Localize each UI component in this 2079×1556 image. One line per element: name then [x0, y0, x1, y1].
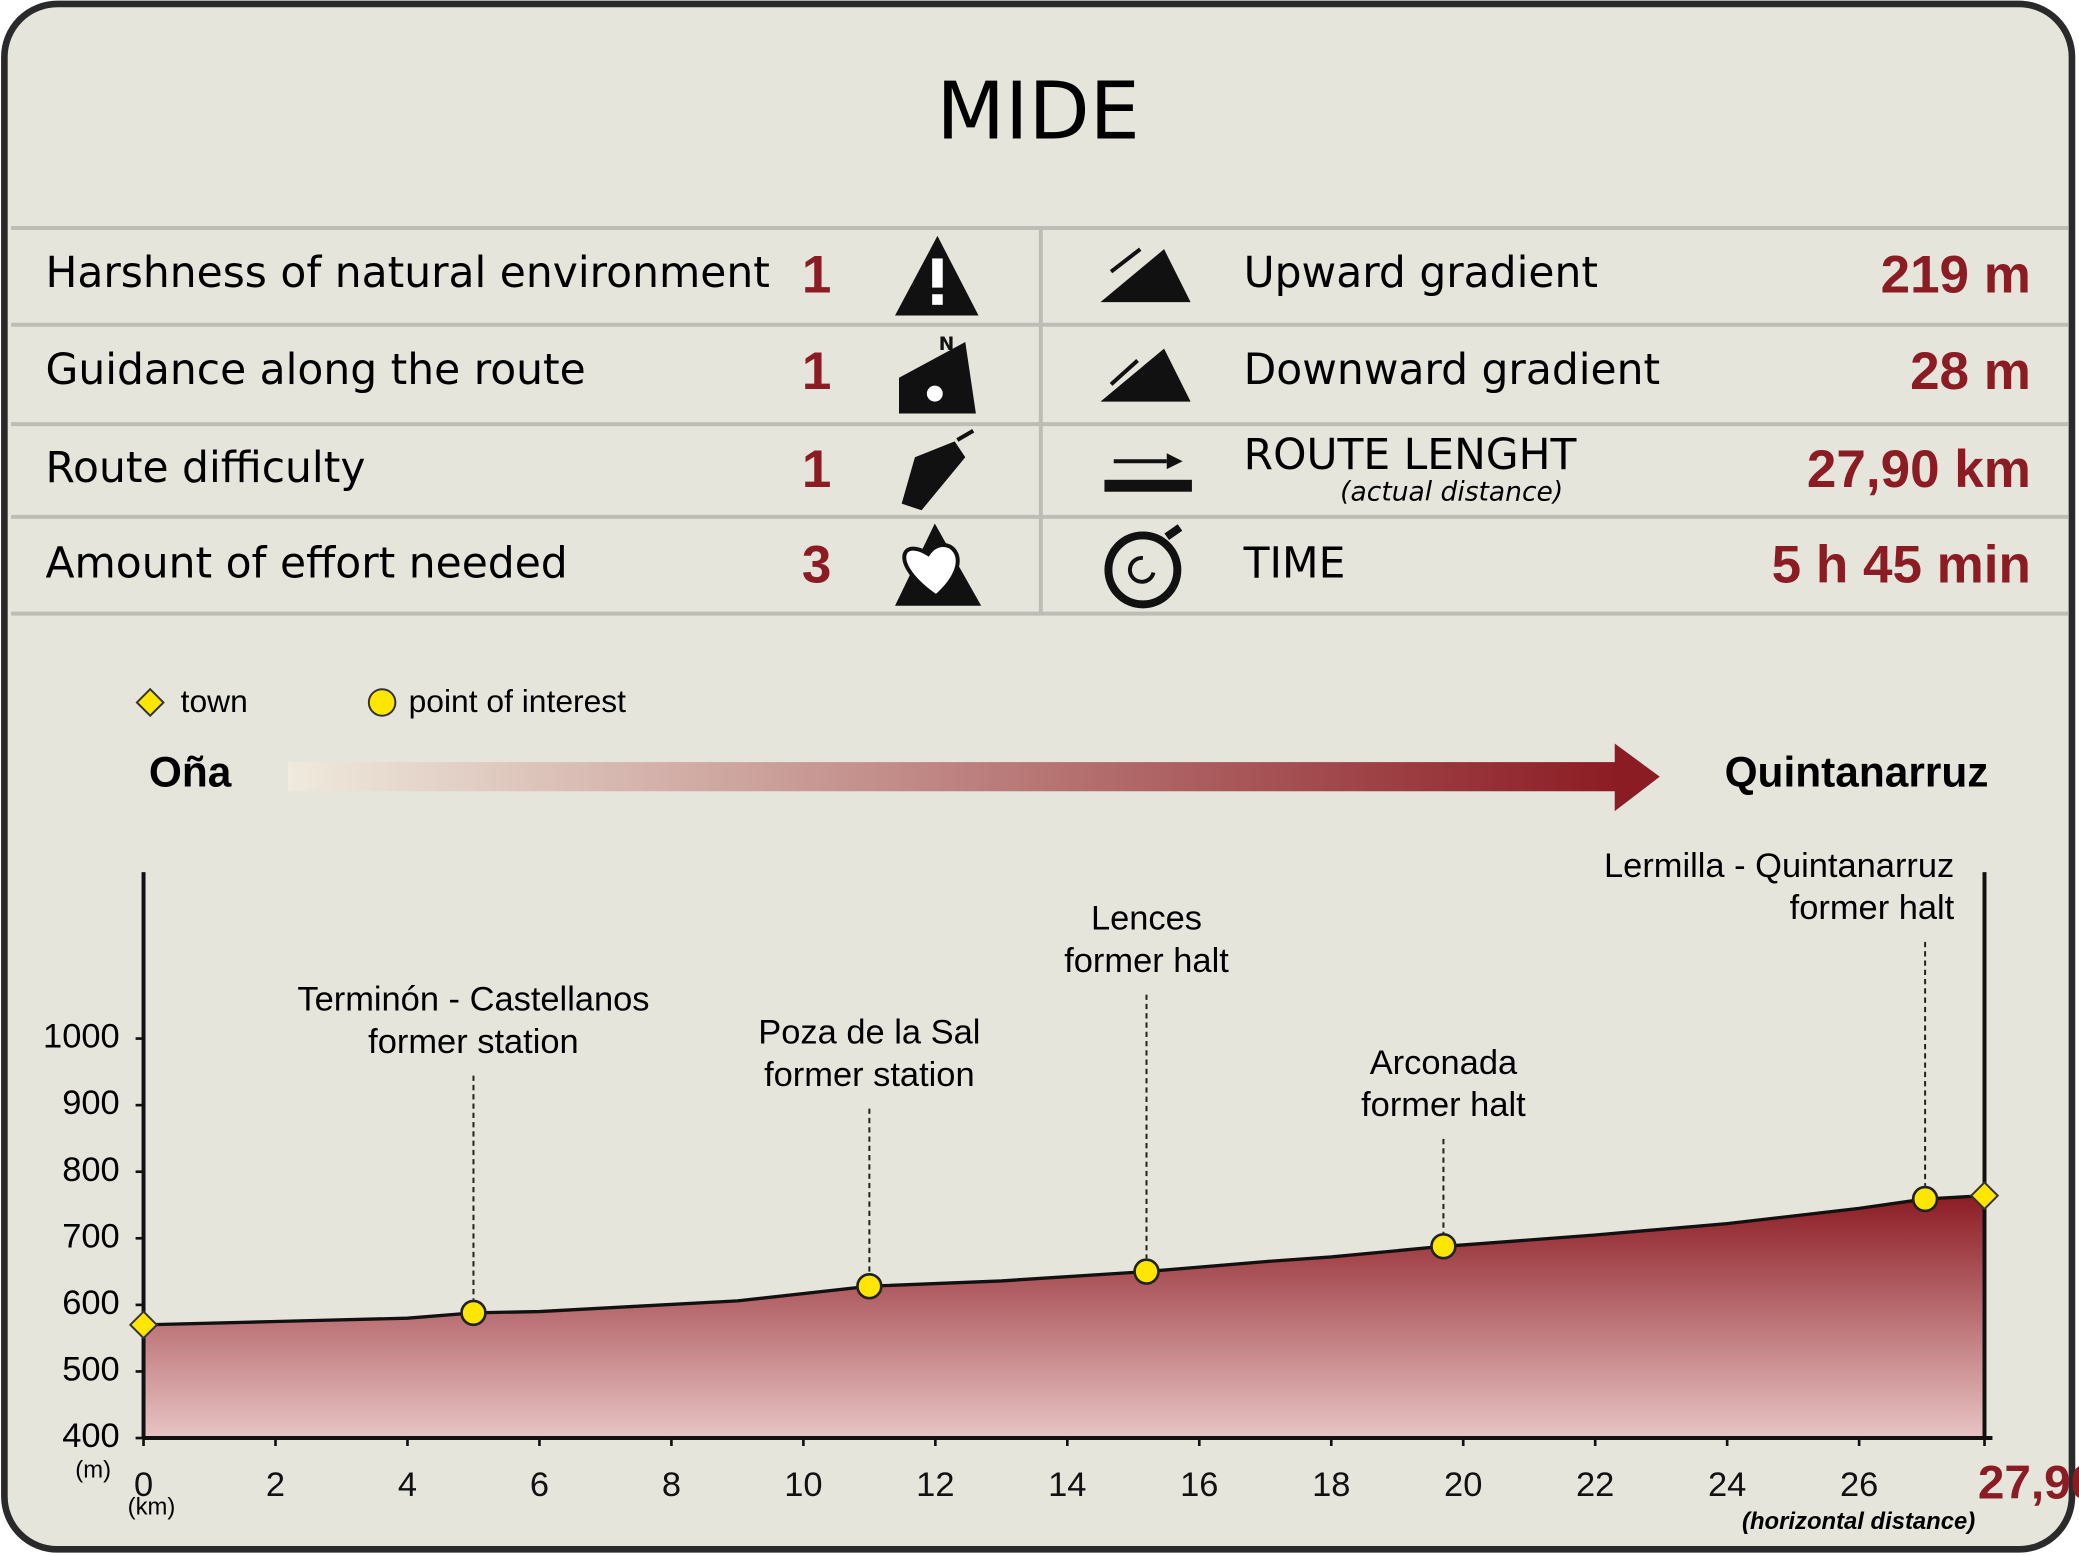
x-tick-label: 10	[784, 1466, 822, 1504]
icons: N	[895, 235, 1192, 609]
criterion-value: 3	[802, 536, 831, 595]
x-tick-label: 27,90	[1978, 1456, 2079, 1509]
criterion-value: 1	[802, 245, 831, 304]
stat-value: 5 h 45 min	[1772, 536, 2031, 595]
route-from: Oña	[149, 749, 232, 796]
criterion-label: Guidance along the route	[45, 346, 585, 395]
town-marker	[1969, 1181, 2000, 1211]
legend-poi-icon	[367, 688, 397, 717]
y-tick-label: 400	[62, 1417, 119, 1455]
legend-poi: point of interest	[409, 683, 627, 719]
y-tick-label: 900	[62, 1084, 119, 1122]
poi-label: former halt	[1790, 889, 1955, 927]
poi-marker	[856, 1272, 883, 1300]
criterion-label: Harshness of natural environment	[45, 249, 769, 298]
x-tick-label: 6	[530, 1466, 549, 1504]
x-tick-label: 24	[1708, 1466, 1746, 1504]
elevation-area	[143, 1195, 1985, 1439]
title: MIDE	[936, 65, 1140, 158]
x-tick-label: 18	[1312, 1466, 1350, 1504]
stat-note: (actual distance)	[1340, 477, 1563, 508]
x-tick-label: 0	[134, 1466, 153, 1504]
poi-marker	[1133, 1258, 1160, 1285]
x-tick-label: 26	[1840, 1466, 1878, 1504]
route-to: Quintanarruz	[1725, 749, 1989, 796]
y-tick-label: 800	[62, 1151, 119, 1189]
stat-label: Upward gradient	[1244, 249, 1598, 298]
poi-label: former station	[764, 1056, 975, 1094]
x-tick-label: 14	[1048, 1466, 1086, 1504]
table-lines	[11, 225, 2068, 616]
route-arrow	[288, 762, 1618, 792]
x-tick-label: 2	[266, 1466, 285, 1504]
poi-label: Poza de la Sal	[758, 1014, 980, 1052]
x-tick-label: 16	[1180, 1466, 1218, 1504]
stat-value: 219 m	[1881, 245, 2031, 304]
poi-label: Lermilla - Quintanarruz	[1604, 847, 1954, 885]
criterion-value: 1	[802, 342, 831, 401]
stat-value: 27,90 km	[1807, 440, 2031, 499]
legend-town: town	[181, 683, 248, 719]
stat-label: ROUTE LENGHT	[1244, 431, 1578, 480]
x-tick-label: 12	[916, 1466, 954, 1504]
y-tick-label: 500	[62, 1351, 119, 1389]
x-tick-label: 4	[398, 1466, 417, 1504]
poi-label: former halt	[1064, 942, 1229, 980]
stat-label: TIME	[1243, 539, 1346, 588]
y-tick-label: 600	[62, 1284, 119, 1322]
svg-text:N: N	[939, 334, 955, 355]
poi-marker	[460, 1299, 487, 1327]
poi-label: Terminón - Castellanos	[297, 980, 649, 1018]
y-unit: (m)	[75, 1456, 111, 1483]
y-tick-label: 700	[62, 1217, 119, 1255]
x-tick-label: 8	[662, 1466, 681, 1504]
poi-marker	[1911, 1185, 1939, 1213]
poi-label: former station	[368, 1023, 579, 1061]
criterion-label: Amount of effort needed	[45, 539, 567, 588]
x-tick-label: 22	[1576, 1466, 1614, 1504]
criterion-value: 1	[802, 440, 831, 499]
town-marker	[128, 1310, 159, 1340]
criterion-label: Route difficulty	[45, 444, 365, 493]
stat-label: Downward gradient	[1244, 346, 1661, 395]
legend-town-icon	[135, 687, 165, 718]
x-note: (horizontal distance)	[1742, 1508, 1975, 1535]
poi-label: Arconada	[1370, 1044, 1518, 1082]
poi-label: former halt	[1361, 1086, 1526, 1124]
poi-label: Lences	[1091, 899, 1202, 937]
poi-marker	[1430, 1233, 1457, 1260]
x-unit: (km)	[128, 1494, 176, 1521]
route-arrow-head	[1614, 743, 1660, 812]
stat-value: 28 m	[1910, 342, 2031, 401]
y-tick-label: 1000	[43, 1018, 120, 1056]
x-tick-label: 20	[1444, 1466, 1482, 1504]
